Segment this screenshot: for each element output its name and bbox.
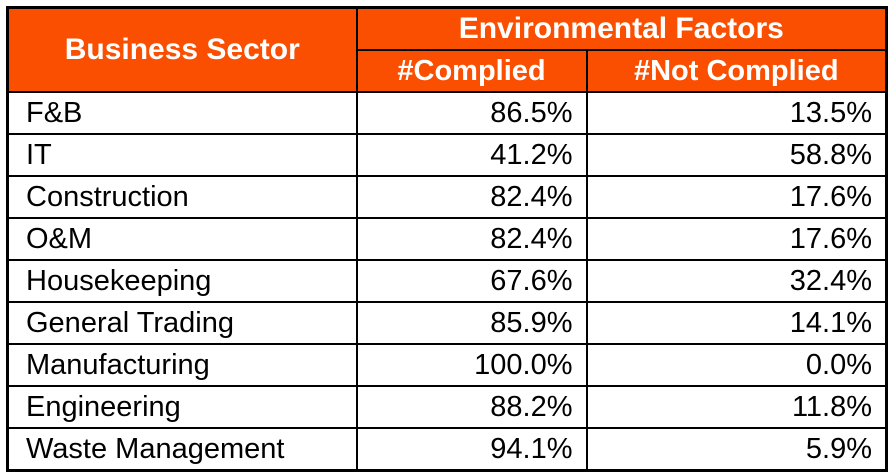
table-row: F&B 86.5% 13.5% <box>6 91 888 135</box>
compliance-table: Business Sector Environmental Factors #C… <box>6 6 889 472</box>
not-complied-cell: 11.8% <box>585 385 888 429</box>
not-complied-cell: 58.8% <box>585 133 888 177</box>
not-complied-cell: 32.4% <box>585 259 888 303</box>
table-row: Waste Management 94.1% 5.9% <box>6 427 888 472</box>
header-row-sub: #Complied #Not Complied <box>8 49 888 93</box>
complied-cell: 82.4% <box>355 217 588 261</box>
complied-cell: 82.4% <box>355 175 588 219</box>
not-complied-cell: 17.6% <box>585 175 888 219</box>
table-row: O&M 82.4% 17.6% <box>6 217 888 261</box>
table-row: Construction 82.4% 17.6% <box>6 175 888 219</box>
not-complied-cell: 13.5% <box>585 91 888 135</box>
complied-cell: 67.6% <box>355 259 588 303</box>
table-row: Housekeeping 67.6% 32.4% <box>6 259 888 303</box>
table-header: Business Sector Environmental Factors #C… <box>6 6 888 93</box>
header-environmental-factors: Environmental Factors <box>355 6 888 51</box>
sector-cell: Housekeeping <box>6 259 358 303</box>
sector-cell: O&M <box>6 217 358 261</box>
complied-cell: 100.0% <box>355 343 588 387</box>
not-complied-cell: 14.1% <box>585 301 888 345</box>
header-complied: #Complied <box>355 49 588 93</box>
sector-cell: Waste Management <box>6 427 358 472</box>
complied-cell: 41.2% <box>355 133 588 177</box>
header-business-sector: Business Sector <box>6 6 358 93</box>
table-row: IT 41.2% 58.8% <box>6 133 888 177</box>
table-row: General Trading 85.9% 14.1% <box>6 301 888 345</box>
not-complied-cell: 0.0% <box>585 343 888 387</box>
sector-cell: Construction <box>6 175 358 219</box>
header-row-group: Business Sector Environmental Factors <box>6 6 888 93</box>
table-row: Engineering 88.2% 11.8% <box>6 385 888 429</box>
sector-cell: F&B <box>6 91 358 135</box>
sector-cell: General Trading <box>6 301 358 345</box>
table-row: Manufacturing 100.0% 0.0% <box>6 343 888 387</box>
complied-cell: 88.2% <box>355 385 588 429</box>
not-complied-cell: 17.6% <box>585 217 888 261</box>
sector-cell: Manufacturing <box>6 343 358 387</box>
complied-cell: 86.5% <box>355 91 588 135</box>
sector-cell: Engineering <box>6 385 358 429</box>
complied-cell: 94.1% <box>355 427 588 472</box>
table-body: F&B 86.5% 13.5% IT 41.2% 58.8% Construct… <box>6 91 888 472</box>
sector-cell: IT <box>6 133 358 177</box>
complied-cell: 85.9% <box>355 301 588 345</box>
header-not-complied: #Not Complied <box>585 49 888 93</box>
not-complied-cell: 5.9% <box>585 427 888 472</box>
